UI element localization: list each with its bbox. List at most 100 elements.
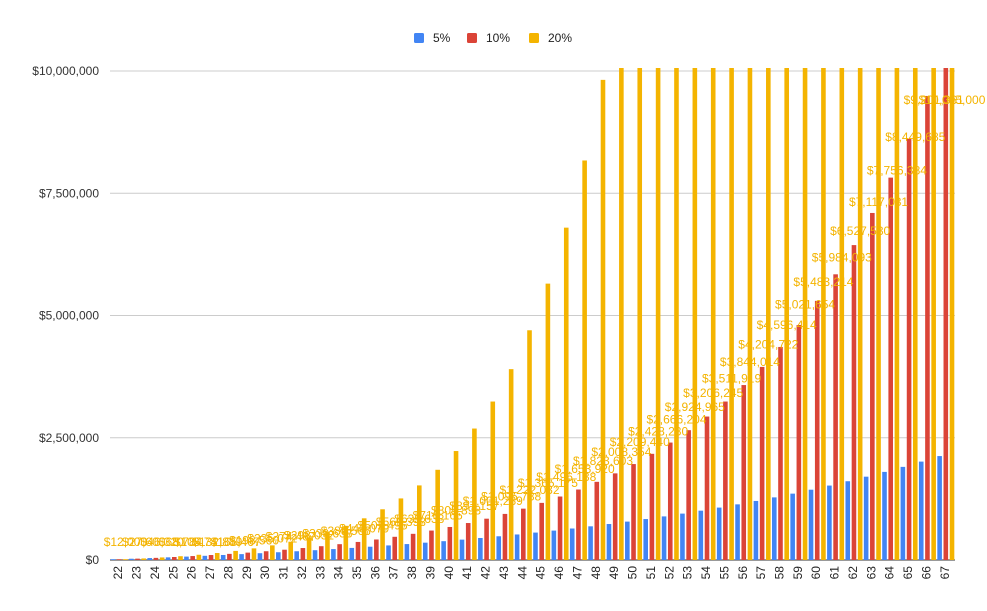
bar-20pct-39[interactable]	[435, 469, 440, 560]
bar-5pct-56[interactable]	[735, 504, 740, 560]
bar-10pct-62[interactable]	[851, 245, 857, 560]
bar-10pct-29[interactable]	[245, 552, 251, 560]
bar-20pct-28[interactable]	[233, 550, 238, 560]
bar-5pct-32[interactable]	[294, 551, 299, 560]
bar-20pct-24[interactable]	[159, 557, 165, 560]
bar-10pct-57[interactable]	[759, 366, 765, 560]
bar-10pct-42[interactable]	[484, 518, 489, 560]
bar-20pct-50[interactable]	[637, 68, 643, 560]
bar-5pct-42[interactable]	[478, 537, 483, 560]
bar-10pct-45[interactable]	[539, 502, 544, 560]
bar-5pct-58[interactable]	[771, 497, 777, 560]
bar-5pct-47[interactable]	[569, 528, 575, 560]
bar-5pct-25[interactable]	[165, 557, 171, 560]
bar-10pct-33[interactable]	[318, 546, 324, 560]
bar-5pct-66[interactable]	[918, 461, 924, 560]
bar-10pct-25[interactable]	[171, 557, 177, 560]
bar-20pct-67[interactable]	[949, 68, 955, 560]
bar-5pct-34[interactable]	[331, 549, 336, 560]
bar-20pct-60[interactable]	[821, 68, 826, 560]
bar-10pct-58[interactable]	[778, 346, 783, 560]
bar-5pct-22[interactable]	[110, 559, 116, 560]
bar-5pct-65[interactable]	[900, 466, 906, 560]
bar-20pct-25[interactable]	[178, 556, 183, 560]
bar-20pct-57[interactable]	[766, 68, 771, 560]
bar-10pct-48[interactable]	[594, 481, 600, 560]
bar-10pct-56[interactable]	[741, 385, 747, 560]
bar-10pct-30[interactable]	[263, 551, 269, 560]
bar-5pct-29[interactable]	[239, 554, 244, 560]
bar-5pct-44[interactable]	[514, 534, 520, 560]
bar-20pct-30[interactable]	[270, 545, 275, 560]
bar-20pct-29[interactable]	[251, 548, 257, 560]
bar-10pct-34[interactable]	[337, 544, 342, 560]
bar-20pct-49[interactable]	[619, 68, 624, 560]
bar-5pct-33[interactable]	[312, 550, 318, 560]
bar-5pct-46[interactable]	[551, 530, 557, 560]
bar-5pct-50[interactable]	[625, 521, 630, 560]
bar-20pct-32[interactable]	[306, 537, 312, 560]
bar-5pct-23[interactable]	[129, 558, 134, 560]
bar-10pct-36[interactable]	[374, 539, 379, 560]
bar-10pct-39[interactable]	[429, 530, 434, 560]
bar-10pct-52[interactable]	[667, 442, 673, 560]
bar-5pct-31[interactable]	[276, 552, 281, 560]
bar-20pct-36[interactable]	[380, 509, 385, 560]
bar-20pct-23[interactable]	[141, 558, 147, 560]
bar-20pct-63[interactable]	[876, 68, 881, 560]
bar-20pct-35[interactable]	[361, 518, 367, 560]
bar-10pct-63[interactable]	[870, 212, 875, 560]
bar-10pct-38[interactable]	[410, 533, 416, 560]
bar-20pct-64[interactable]	[894, 68, 900, 560]
bar-10pct-37[interactable]	[392, 536, 398, 560]
bar-20pct-58[interactable]	[784, 68, 789, 560]
bar-10pct-23[interactable]	[135, 558, 140, 560]
bar-10pct-41[interactable]	[465, 523, 471, 560]
bar-10pct-64[interactable]	[888, 177, 894, 560]
bar-20pct-61[interactable]	[839, 68, 845, 560]
bar-5pct-49[interactable]	[606, 524, 612, 560]
bar-20pct-33[interactable]	[325, 532, 330, 560]
bar-5pct-24[interactable]	[147, 558, 153, 560]
legend-item-5pct[interactable]: 5%	[414, 31, 451, 45]
bar-20pct-31[interactable]	[288, 541, 294, 560]
bar-10pct-24[interactable]	[153, 557, 159, 560]
bar-5pct-61[interactable]	[827, 485, 832, 560]
bar-5pct-30[interactable]	[257, 553, 263, 560]
bar-10pct-50[interactable]	[631, 464, 636, 560]
bar-10pct-66[interactable]	[925, 95, 930, 561]
bar-5pct-45[interactable]	[533, 532, 538, 560]
bar-5pct-37[interactable]	[386, 545, 391, 560]
bar-20pct-47[interactable]	[582, 160, 587, 560]
bar-5pct-54[interactable]	[698, 510, 704, 560]
bar-10pct-31[interactable]	[282, 549, 287, 560]
bar-10pct-54[interactable]	[704, 416, 710, 560]
bar-5pct-38[interactable]	[404, 544, 410, 560]
bar-20pct-41[interactable]	[472, 428, 477, 560]
bar-10pct-35[interactable]	[355, 541, 361, 560]
bar-10pct-67[interactable]	[943, 68, 949, 560]
bar-5pct-67[interactable]	[937, 456, 942, 560]
bar-10pct-26[interactable]	[190, 556, 195, 560]
legend-item-10pct[interactable]: 10%	[467, 31, 510, 45]
bar-5pct-26[interactable]	[184, 556, 189, 560]
bar-20pct-27[interactable]	[214, 553, 220, 560]
bar-10pct-60[interactable]	[814, 300, 820, 560]
bar-20pct-54[interactable]	[710, 68, 716, 560]
bar-20pct-45[interactable]	[545, 283, 551, 560]
bar-5pct-48[interactable]	[588, 526, 593, 560]
bar-20pct-43[interactable]	[508, 369, 514, 560]
bar-5pct-52[interactable]	[661, 516, 667, 560]
bar-5pct-28[interactable]	[220, 554, 226, 560]
bar-20pct-65[interactable]	[912, 68, 918, 560]
bar-5pct-60[interactable]	[808, 489, 814, 560]
bar-10pct-27[interactable]	[208, 555, 214, 560]
bar-20pct-66[interactable]	[931, 68, 936, 560]
bar-10pct-28[interactable]	[227, 553, 232, 560]
bar-20pct-56[interactable]	[747, 68, 753, 560]
bar-5pct-64[interactable]	[882, 471, 887, 560]
bar-10pct-51[interactable]	[649, 453, 655, 560]
bar-5pct-39[interactable]	[422, 542, 428, 560]
bar-5pct-41[interactable]	[459, 539, 465, 560]
bar-5pct-57[interactable]	[753, 500, 759, 560]
